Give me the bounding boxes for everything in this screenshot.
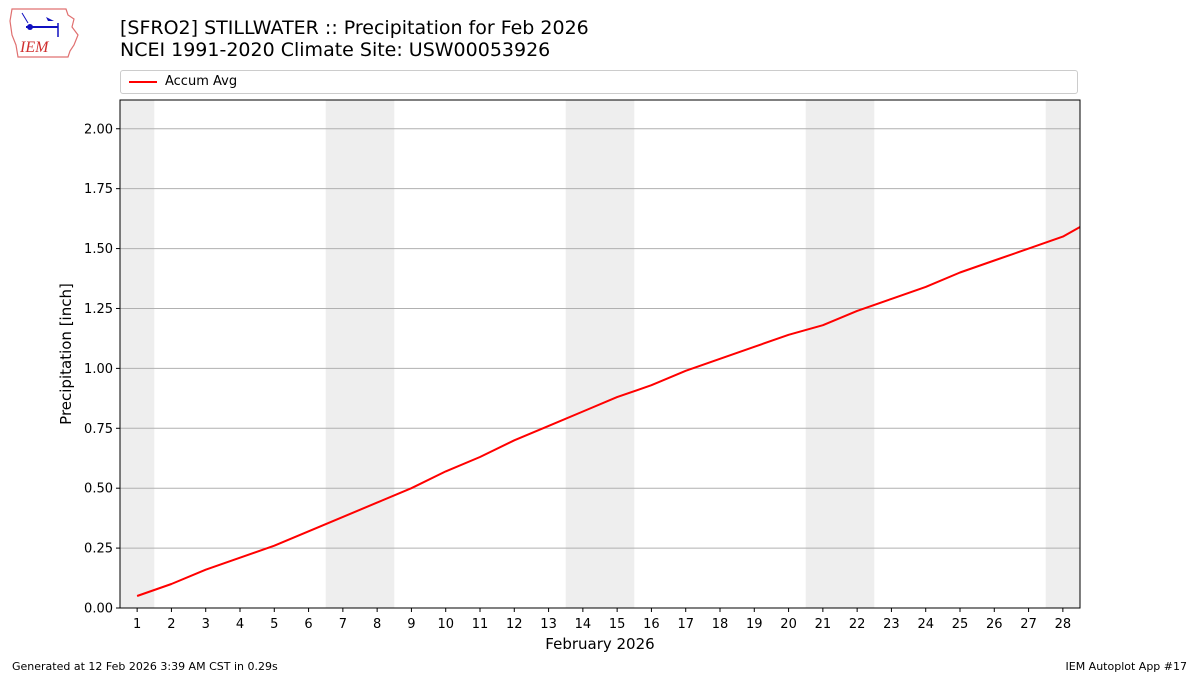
- x-tick-label: 27: [1020, 617, 1037, 632]
- y-tick-label: 0.25: [84, 542, 113, 557]
- x-tick-label: 4: [236, 617, 244, 632]
- weekend-band: [805, 100, 875, 608]
- x-tick-label: 7: [339, 617, 347, 632]
- app-id: IEM Autoplot App #17: [1065, 660, 1188, 673]
- chart-title: [SFRO2] STILLWATER :: Precipitation for …: [120, 17, 589, 61]
- y-tick-label: 1.00: [84, 362, 113, 377]
- x-tick-label: 12: [506, 617, 523, 632]
- legend-label: Accum Avg: [165, 74, 238, 89]
- iem-logo: IEM: [9, 8, 79, 58]
- x-tick-label: 24: [917, 617, 934, 632]
- x-tick-label: 25: [952, 617, 969, 632]
- x-tick-label: 26: [986, 617, 1003, 632]
- x-tick-label: 28: [1055, 617, 1072, 632]
- x-tick-label: 17: [677, 617, 694, 632]
- y-tick-label: 0.75: [84, 422, 113, 437]
- weekend-band: [565, 100, 635, 608]
- x-tick-label: 5: [270, 617, 278, 632]
- y-tick-label: 1.25: [84, 302, 113, 317]
- x-tick-label: 20: [780, 617, 797, 632]
- generated-timestamp: Generated at 12 Feb 2026 3:39 AM CST in …: [12, 660, 278, 673]
- legend-line-swatch: [129, 81, 157, 83]
- series-line-accum-avg: [136, 226, 1081, 597]
- y-tick-label: 0.00: [84, 602, 113, 617]
- weekend-band: [325, 100, 395, 608]
- y-tick-label: 0.50: [84, 482, 113, 497]
- x-tick-label: 13: [540, 617, 557, 632]
- weekend-band: [120, 100, 155, 608]
- title-line-2: NCEI 1991-2020 Climate Site: USW00053926: [120, 39, 551, 61]
- x-tick-label: 23: [883, 617, 900, 632]
- y-tick-label: 1.50: [84, 242, 113, 257]
- x-tick-label: 2: [167, 617, 175, 632]
- svg-text:IEM: IEM: [19, 39, 50, 56]
- y-tick-label: 2.00: [84, 122, 113, 137]
- x-tick-label: 21: [815, 617, 832, 632]
- x-tick-label: 8: [373, 617, 381, 632]
- x-tick-label: 9: [407, 617, 415, 632]
- y-tick-label: 1.75: [84, 182, 113, 197]
- x-tick-label: 19: [746, 617, 763, 632]
- title-line-1: [SFRO2] STILLWATER :: Precipitation for …: [120, 17, 589, 39]
- x-tick-label: 18: [712, 617, 729, 632]
- x-tick-label: 3: [202, 617, 210, 632]
- legend: Accum Avg: [120, 70, 1078, 94]
- x-tick-label: 16: [643, 617, 660, 632]
- plot-frame: [119, 99, 1081, 609]
- y-axis-label: Precipitation [inch]: [57, 283, 75, 425]
- x-tick-label: 6: [304, 617, 312, 632]
- x-tick-label: 22: [849, 617, 866, 632]
- weekend-band: [1045, 100, 1080, 608]
- x-axis-label: February 2026: [545, 635, 654, 653]
- x-tick-label: 11: [472, 617, 489, 632]
- x-tick-label: 14: [575, 617, 592, 632]
- x-tick-label: 1: [133, 617, 141, 632]
- x-tick-label: 10: [437, 617, 454, 632]
- x-tick-label: 15: [609, 617, 626, 632]
